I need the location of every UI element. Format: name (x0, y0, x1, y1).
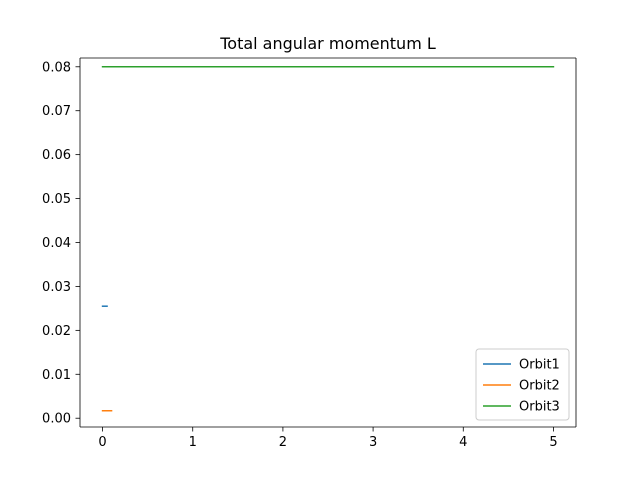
y-tick-label: 0.05 (42, 192, 71, 207)
legend-label-orbit3: Orbit3 (519, 400, 560, 415)
y-tick-label: 0.02 (42, 324, 71, 339)
x-tick-label: 2 (279, 435, 287, 450)
legend-label-orbit2: Orbit2 (519, 379, 560, 394)
y-tick-label: 0.01 (42, 368, 71, 383)
x-tick-label: 1 (189, 435, 197, 450)
chart-title: Total angular momentum L (219, 34, 436, 53)
y-tick-label: 0.00 (42, 412, 71, 427)
legend-box (475, 348, 570, 421)
y-tick-label: 0.04 (42, 236, 71, 251)
legend-label-orbit1: Orbit1 (519, 358, 560, 373)
x-tick-label: 3 (369, 435, 377, 450)
plot-area: 0 1 2 3 4 5 0.00 0.01 0.02 0.03 0.04 0.05 0.06 0.07 0.… (42, 57, 577, 450)
x-tick-label: 0 (98, 435, 106, 450)
y-tick-label: 0.03 (42, 280, 71, 295)
y-tick-label: 0.07 (42, 104, 71, 119)
legend: Orbit1 Orbit2 Orbit3 (475, 348, 570, 421)
y-tick-label: 0.08 (42, 60, 71, 75)
y-tick-label: 0.06 (42, 148, 71, 163)
x-tick-label: 5 (549, 435, 557, 450)
x-tick-label: 4 (459, 435, 467, 450)
